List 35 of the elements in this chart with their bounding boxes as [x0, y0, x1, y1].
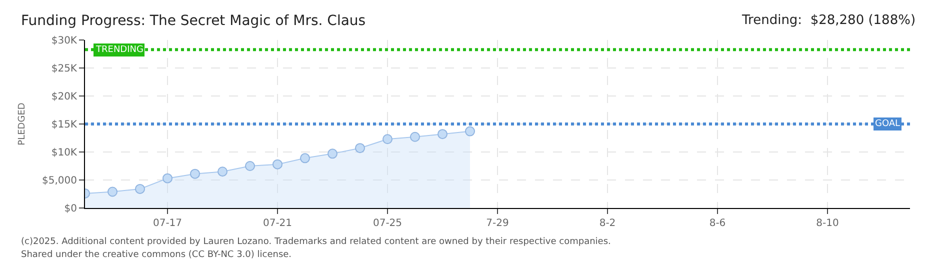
- x-tick-label: 07-21: [262, 218, 292, 229]
- point: [355, 143, 365, 154]
- y-tick-label: $30K: [51, 36, 78, 46]
- text: Shared under the creative commons (CC BY-NC 3.0) license.: [21, 250, 292, 260]
- y-tick-label: $5,000: [42, 176, 77, 186]
- point: [300, 153, 310, 164]
- point: [162, 173, 172, 184]
- x-tick-label: 07-25: [372, 218, 402, 229]
- point: [218, 166, 228, 177]
- point: [465, 126, 475, 136]
- y-tick-label: $10K: [51, 148, 78, 158]
- point: [410, 132, 420, 142]
- point: [272, 159, 282, 170]
- point: [135, 184, 145, 194]
- ref-line-label: GOAL: [875, 119, 900, 129]
- x-tick-label: 7-29: [486, 218, 509, 229]
- text: (c)2025. Additional content provided by Lauren Lozano. Trademarks and related content are owned by their respective companies.: [21, 237, 611, 247]
- y-tick-label: $25K: [51, 64, 78, 74]
- y-tick-label: $0: [64, 204, 77, 214]
- chart-subtitle: Trending: $28,280 (188%): [741, 13, 916, 28]
- point: [245, 161, 255, 171]
- point: [438, 129, 448, 140]
- x-tick-label: 8-6: [709, 218, 726, 229]
- point: [328, 148, 338, 159]
- x-tick-label: 8-10: [816, 218, 839, 229]
- point: [382, 134, 392, 144]
- ref-line-label: TRENDING: [95, 45, 144, 55]
- chart-title: Funding Progress: The Secret Magic of Mrs. Claus: [21, 13, 366, 29]
- x-tick-label: 8-2: [599, 218, 616, 229]
- point: [108, 186, 118, 197]
- point: [190, 168, 200, 179]
- y-tick-label: $20K: [51, 92, 78, 102]
- x-tick-label: 07-17: [152, 218, 182, 229]
- y-axis-title: PLEDGED: [17, 102, 28, 146]
- y-tick-label: $15K: [51, 120, 78, 130]
